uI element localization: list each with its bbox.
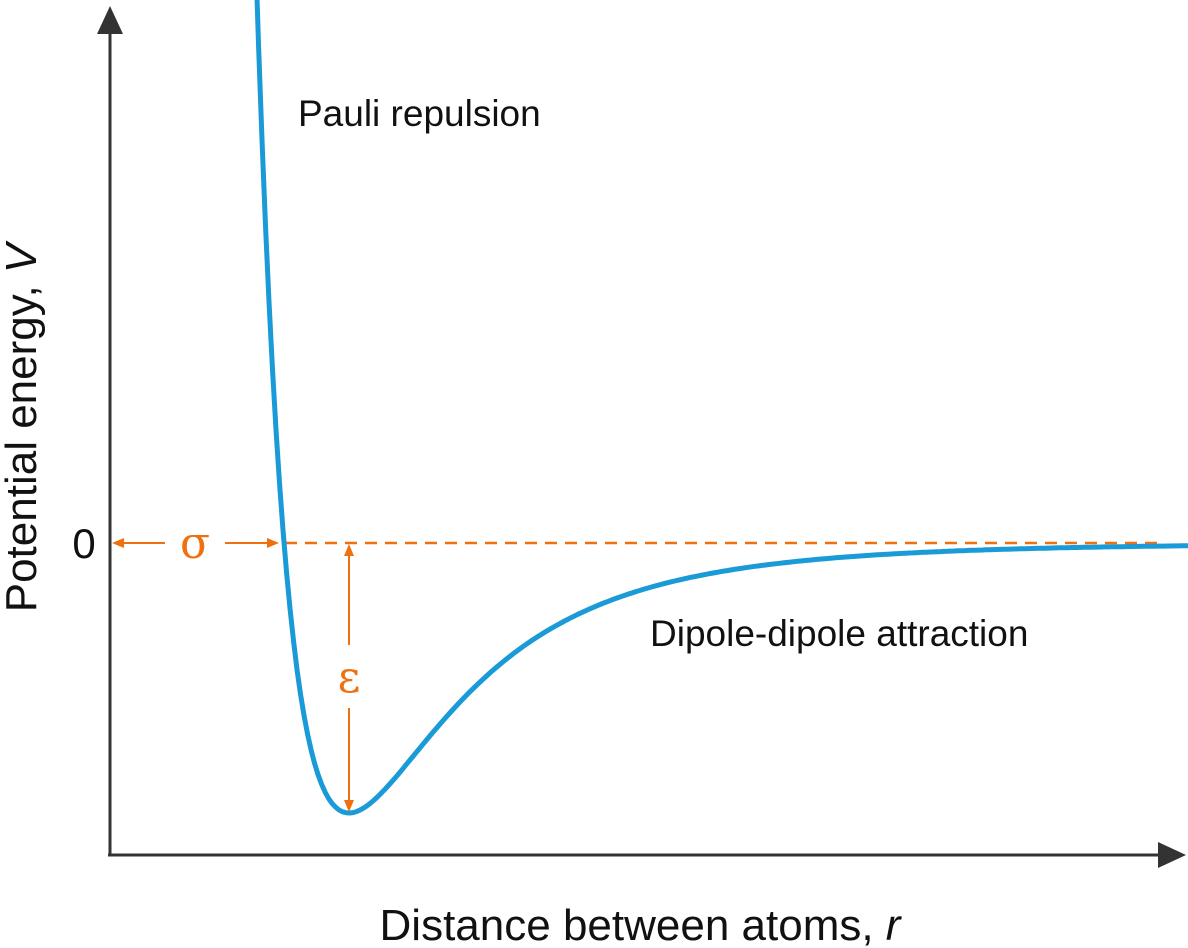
- sigma-arrowhead-left: [112, 538, 124, 548]
- epsilon-arrowhead-top: [344, 544, 354, 556]
- y-axis-title-text: Potential energy,: [0, 273, 46, 612]
- y-axis-variable: V: [0, 240, 46, 273]
- y-axis-title: Potential energy, V: [0, 240, 46, 612]
- epsilon-symbol: ε: [338, 652, 361, 703]
- x-axis-title-text: Distance between atoms,: [380, 901, 886, 948]
- sigma-symbol: σ: [180, 518, 210, 569]
- y-axis-arrowhead: [97, 6, 123, 34]
- y-tick-zero: 0: [72, 520, 95, 567]
- x-axis-variable: r: [886, 901, 903, 948]
- dipole-attraction-label: Dipole-dipole attraction: [650, 613, 1028, 654]
- pauli-repulsion-label: Pauli repulsion: [298, 93, 541, 134]
- x-axis-title: Distance between atoms, r: [380, 901, 903, 948]
- x-axis-arrowhead: [1158, 842, 1186, 868]
- sigma-arrowhead-right: [267, 538, 279, 548]
